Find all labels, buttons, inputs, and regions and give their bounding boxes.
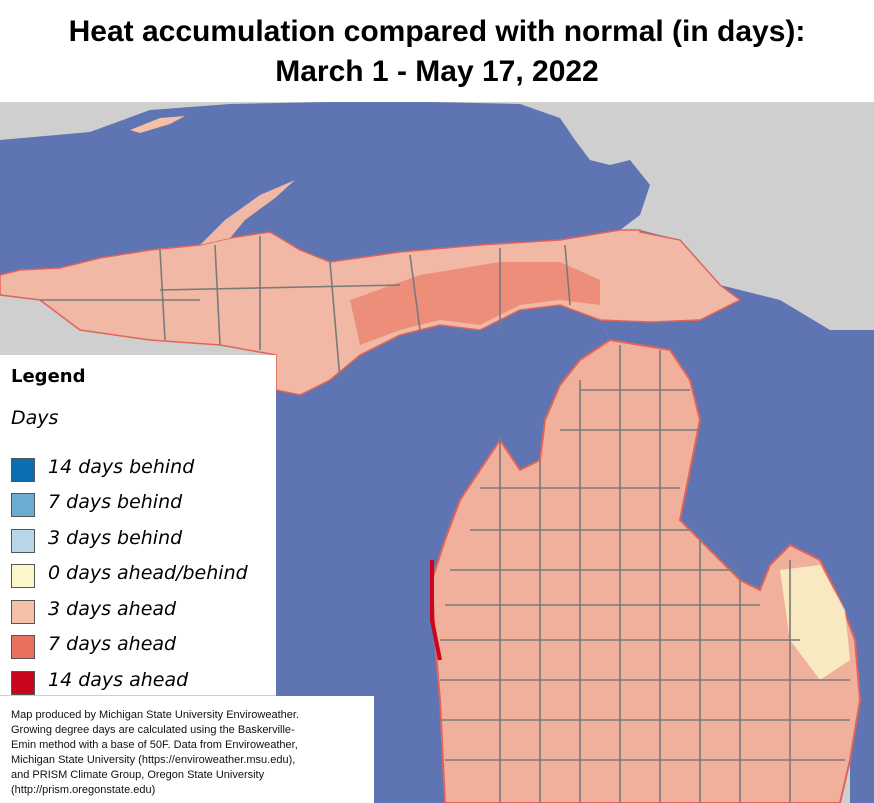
map-title: Heat accumulation compared with normal (…	[0, 0, 874, 102]
lower-peninsula-coast-warm	[430, 560, 442, 661]
legend-heading: Legend	[11, 366, 86, 387]
lake-michigan	[276, 305, 610, 803]
lake-huron	[600, 230, 874, 803]
legend-swatch	[11, 635, 35, 659]
legend-swatch	[11, 529, 35, 553]
legend-item-label: 3 days behind	[48, 527, 183, 549]
legend-panel	[0, 355, 276, 695]
legend-swatch	[11, 458, 35, 482]
legend-item-label: 3 days ahead	[48, 598, 177, 620]
legend-item-label: 14 days ahead	[48, 669, 189, 691]
thumb-cool-area	[780, 565, 850, 680]
legend-item-label: 14 days behind	[48, 456, 195, 478]
legend-swatch	[11, 671, 35, 695]
keweenaw-peninsula	[200, 180, 295, 245]
isle-royale	[130, 116, 185, 133]
legend-item-label: 0 days ahead/behind	[48, 562, 248, 584]
legend-subheading: Days	[11, 407, 59, 429]
legend-item-label: 7 days behind	[48, 491, 183, 513]
legend-swatch	[11, 493, 35, 517]
credit-text: Map produced by Michigan State Universit…	[11, 709, 299, 796]
legend-swatch	[11, 564, 35, 588]
lower-peninsula	[430, 338, 862, 803]
michigan-map	[0, 102, 874, 803]
credit-panel	[0, 696, 374, 803]
title-line-2: March 1 - May 17, 2022	[275, 55, 599, 88]
legend-item-label: 7 days ahead	[48, 633, 177, 655]
lake-superior	[0, 102, 650, 275]
county-borders	[40, 236, 850, 803]
up-warm-band	[350, 262, 600, 345]
legend-swatch	[11, 600, 35, 624]
title-line-1: Heat accumulation compared with normal (…	[68, 15, 806, 48]
map-area	[0, 102, 874, 803]
